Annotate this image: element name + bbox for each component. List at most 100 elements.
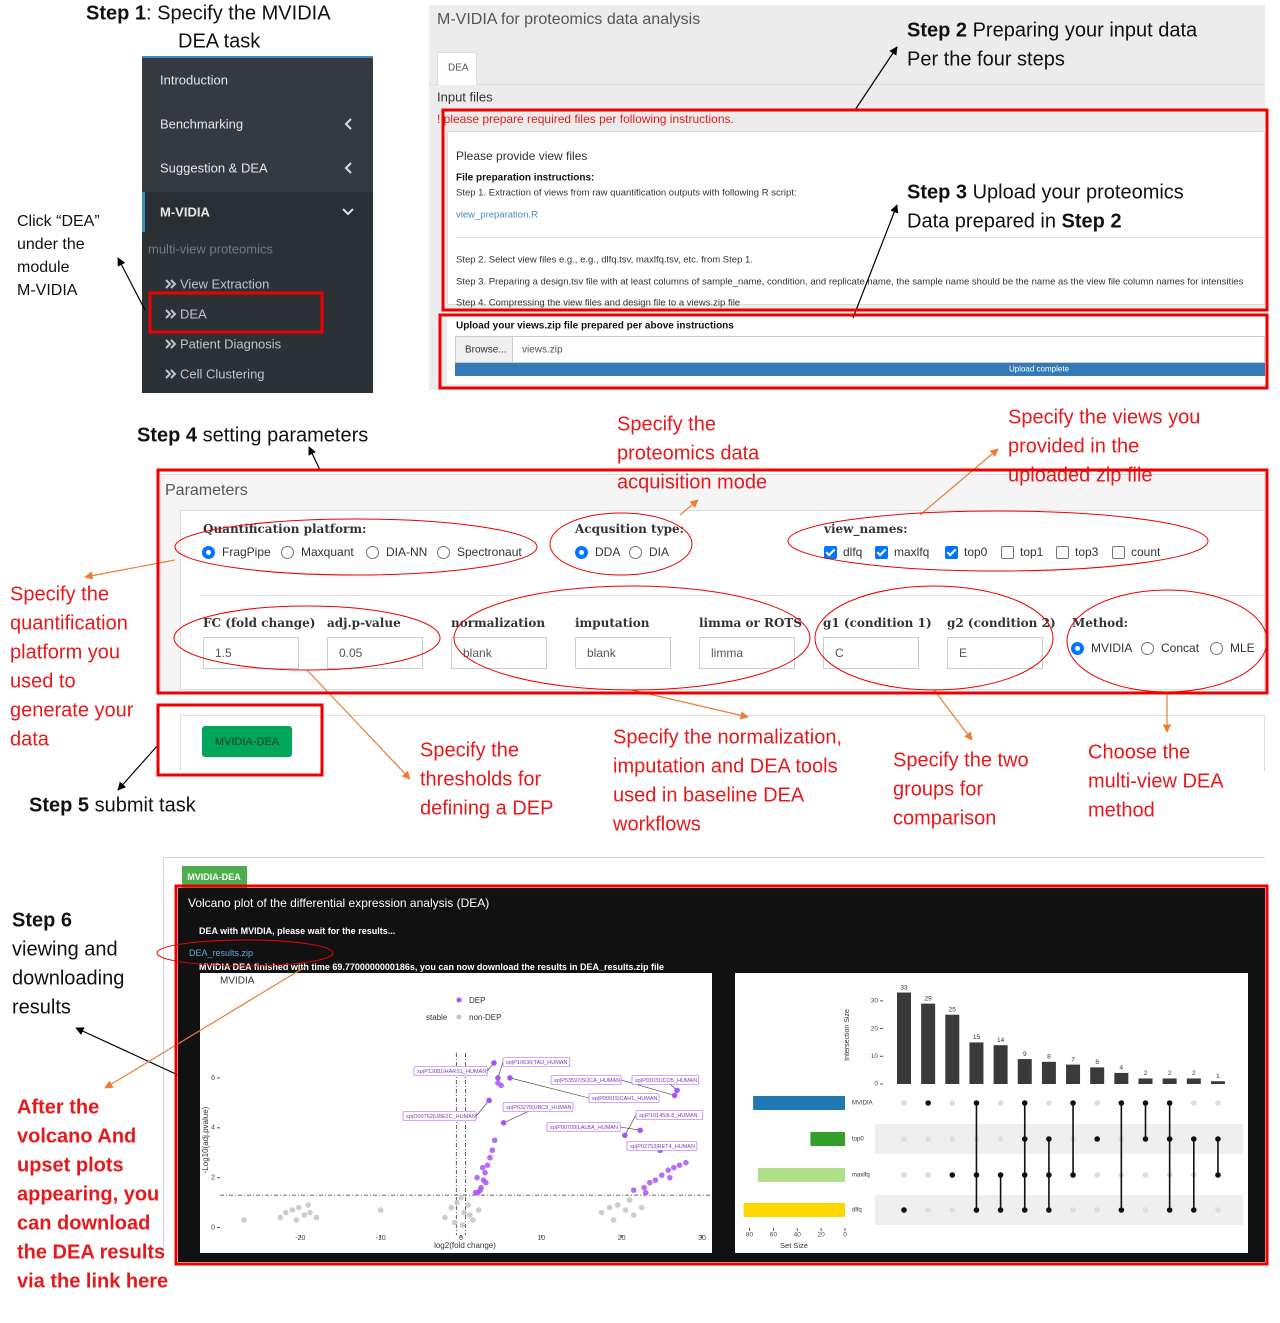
- annotation: acquisition mode: [617, 471, 768, 494]
- step-2-annotation: Per the four steps: [907, 48, 1065, 71]
- annotation: volcano And: [17, 1125, 137, 1148]
- annotation: Specify the: [420, 739, 519, 762]
- step-6-annotation: Step 6: [12, 909, 73, 932]
- radio-button[interactable]: [575, 546, 588, 559]
- annotation: imputation and DEA tools: [613, 755, 838, 778]
- field-label: Quantification platform:: [203, 522, 367, 536]
- checkbox[interactable]: [945, 546, 958, 559]
- field-label: Method:: [1072, 616, 1129, 630]
- radio-button[interactable]: [202, 546, 215, 559]
- tab-label[interactable]: DEA: [448, 62, 469, 74]
- tab[interactable]: [437, 52, 477, 85]
- status-text: DEA with MVIDIA, please wait for the res…: [199, 926, 396, 936]
- sidebar-subitem[interactable]: Cell Clustering: [180, 366, 265, 382]
- annotation: proteomics data: [617, 442, 760, 465]
- sidebar-item[interactable]: Benchmarking: [160, 116, 244, 132]
- step-text: Preparing your input data: [967, 19, 1198, 42]
- radio-label[interactable]: DIA-NN: [386, 545, 428, 559]
- annotation: data: [10, 728, 49, 751]
- checkbox[interactable]: [1112, 546, 1125, 559]
- annotation: defining a DEP: [420, 797, 554, 820]
- radio-button[interactable]: [1071, 642, 1084, 655]
- step-3-annotation: Step 3 Upload your proteomics: [907, 182, 1184, 205]
- input-value[interactable]: C: [835, 646, 844, 660]
- sidebar-section: multi-view proteomics: [148, 241, 273, 257]
- submit-label[interactable]: MVIDIA-DEA: [214, 736, 280, 748]
- checkbox-label[interactable]: top1: [1020, 545, 1044, 559]
- checkbox-label[interactable]: count: [1131, 545, 1161, 559]
- input-value[interactable]: 0.05: [339, 646, 363, 660]
- annotation: can download: [17, 1212, 151, 1235]
- arrow: [308, 446, 321, 471]
- annotation: Choose the: [1088, 741, 1191, 764]
- radio-button[interactable]: [437, 546, 450, 559]
- step-1-annotation: Step 1: Specify the MVIDIA: [86, 3, 331, 26]
- browse-label[interactable]: Browse...: [465, 344, 507, 356]
- sidebar-item[interactable]: Introduction: [160, 72, 228, 88]
- radio-button[interactable]: [366, 546, 379, 559]
- results-title: Volcano plot of the differential express…: [188, 896, 490, 910]
- results-border: [163, 857, 1265, 858]
- annotation: groups for: [893, 778, 984, 801]
- arrow: [631, 689, 749, 720]
- annotation: appearing, you: [17, 1183, 160, 1206]
- radio-button[interactable]: [629, 546, 642, 559]
- checkbox-label[interactable]: maxlfq: [894, 545, 930, 559]
- checkbox[interactable]: [1056, 546, 1069, 559]
- radio-label[interactable]: Spectronaut: [457, 545, 522, 559]
- radio-button[interactable]: [1141, 642, 1154, 655]
- results-tab[interactable]: [182, 866, 247, 889]
- field-label: g2 (condition 2): [947, 616, 1056, 630]
- results-tab-label[interactable]: MVIDIA-DEA: [187, 872, 241, 882]
- file-name: views.zip: [522, 344, 563, 356]
- input-value[interactable]: blank: [587, 646, 616, 660]
- upload-label: Upload your views.zip file prepared per …: [456, 320, 734, 332]
- step-1-annotation: DEA task: [178, 30, 261, 53]
- box-title: Please provide view files: [456, 149, 588, 163]
- field-label: Acqusition type:: [575, 522, 685, 536]
- radio-label[interactable]: Concat: [1161, 641, 1200, 655]
- sidebar-subitem[interactable]: DEA: [180, 306, 207, 322]
- download-link[interactable]: DEA_results.zip: [189, 948, 254, 958]
- checkbox-label[interactable]: top0: [964, 545, 988, 559]
- checkbox-label[interactable]: dlfq: [843, 545, 863, 559]
- radio-label[interactable]: DDA: [595, 545, 621, 559]
- checkbox[interactable]: [875, 546, 888, 559]
- input-value[interactable]: limma: [711, 646, 743, 660]
- script-link[interactable]: view_preparation.R: [456, 209, 538, 221]
- sidebar-subitem[interactable]: View Extraction: [180, 276, 270, 292]
- radio-label[interactable]: FragPipe: [222, 545, 271, 559]
- annotation: quantification: [10, 612, 128, 635]
- radio-button[interactable]: [281, 546, 294, 559]
- step-label: Step 2: [1061, 210, 1122, 233]
- step-3-annotation: Data prepared in Step 2: [907, 211, 1122, 234]
- input-value[interactable]: E: [959, 646, 968, 660]
- step-2-annotation: Step 2 Preparing your input data: [907, 20, 1197, 43]
- radio-label[interactable]: MLE: [1230, 641, 1255, 655]
- file-input[interactable]: [455, 336, 1265, 363]
- sidebar-item[interactable]: M-VIDIA: [160, 204, 210, 220]
- radio-label[interactable]: MVIDIA: [1091, 641, 1133, 655]
- results-panel: [178, 888, 1265, 1262]
- annotation: generate your: [10, 699, 134, 722]
- radio-label[interactable]: DIA: [649, 545, 670, 559]
- step-6-annotation: downloading: [12, 967, 125, 990]
- field-label: imputation: [575, 616, 650, 630]
- checkbox[interactable]: [1001, 546, 1014, 559]
- sidebar-item[interactable]: Suggestion & DEA: [160, 160, 268, 176]
- checkbox-label[interactable]: top3: [1075, 545, 1099, 559]
- step-4-annotation: Step 4 setting parameters: [137, 425, 368, 448]
- sidebar-subitem[interactable]: Patient Diagnosis: [180, 336, 282, 352]
- radio-label[interactable]: Maxquant: [301, 545, 354, 559]
- step-text: Upload your proteomics: [967, 181, 1184, 204]
- arrow: [117, 257, 146, 311]
- annotation: Specify the two: [893, 749, 1029, 772]
- click-note: module: [17, 259, 70, 276]
- upload-status: Upload complete: [1008, 364, 1070, 374]
- input-value[interactable]: blank: [463, 646, 492, 660]
- checkbox[interactable]: [824, 546, 837, 559]
- radio-button[interactable]: [1210, 642, 1223, 655]
- input-value[interactable]: 1.5: [215, 646, 232, 660]
- annotation: thresholds for: [420, 768, 542, 791]
